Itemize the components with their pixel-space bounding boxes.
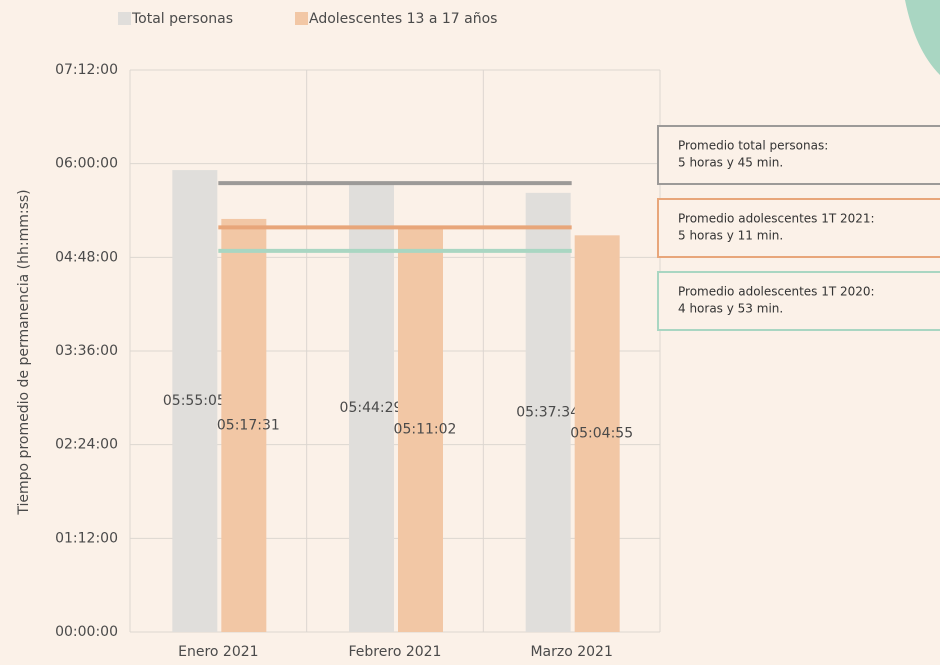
legend-swatch (295, 12, 308, 25)
value-label: 05:37:34 (516, 404, 579, 420)
bar (349, 183, 394, 632)
value-label: 05:11:02 (394, 422, 457, 438)
bar (398, 227, 443, 633)
annotation-text: Promedio adolescentes 1T 2020: (678, 285, 875, 299)
legend-label: Total personas (131, 11, 233, 27)
annotation-box (657, 271, 940, 331)
x-tick-label: Enero 2021 (178, 644, 258, 660)
x-tick-label: Marzo 2021 (530, 644, 612, 660)
value-label: 05:04:55 (570, 426, 633, 442)
bar (525, 192, 571, 632)
bar (221, 218, 267, 633)
bar (172, 170, 218, 633)
annotation-text: 5 horas y 11 min. (678, 229, 783, 243)
value-label: 05:55:05 (163, 393, 226, 409)
y-tick-label: 04:48:00 (55, 249, 118, 265)
y-tick-label: 03:36:00 (55, 343, 118, 359)
decoration (905, 0, 940, 75)
legend-label: Adolescentes 13 a 17 años (309, 11, 497, 27)
annotation-box (657, 125, 940, 185)
legend-swatch (118, 12, 131, 25)
annotation-text: 5 horas y 45 min. (678, 156, 783, 170)
x-tick-label: Febrero 2021 (349, 644, 442, 660)
y-tick-label: 07:12:00 (55, 62, 118, 78)
y-tick-label: 01:12:00 (55, 530, 118, 546)
y-tick-label: 00:00:00 (55, 624, 118, 640)
annotation-text: Promedio adolescentes 1T 2021: (678, 212, 875, 226)
annotation-text: Promedio total personas: (678, 139, 828, 153)
annotation-text: 4 horas y 53 min. (678, 302, 783, 316)
y-tick-label: 02:24:00 (55, 437, 118, 453)
value-label: 05:44:29 (340, 400, 403, 416)
y-tick-label: 06:00:00 (55, 156, 118, 172)
bar (574, 235, 620, 633)
value-label: 05:17:31 (217, 417, 280, 433)
y-axis-title: Tiempo promedio de permanencia (hh:mm:ss… (16, 189, 32, 515)
annotation-box (657, 198, 940, 258)
